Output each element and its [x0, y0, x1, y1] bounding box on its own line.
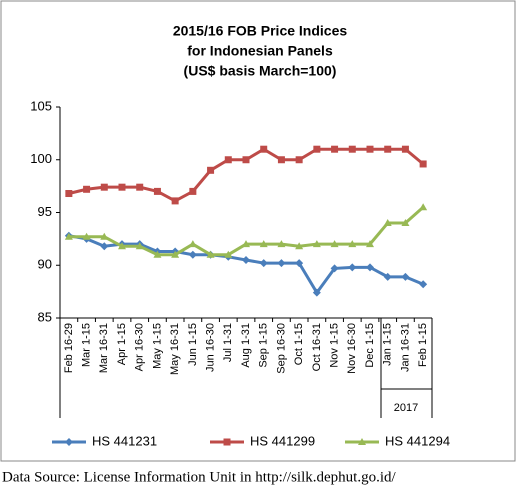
marker: [206, 250, 215, 258]
marker: [330, 264, 339, 273]
x-tick-label: Oct 1-15: [293, 323, 305, 365]
marker: [277, 240, 286, 248]
x-tick-label: Feb 16-29: [63, 323, 75, 373]
marker: [330, 240, 339, 248]
y-tick-label: 105: [30, 98, 52, 113]
x-tick-label: Dec 1-15: [364, 323, 376, 368]
x-tick-label: Sep 1-15: [258, 323, 270, 368]
marker: [312, 288, 321, 297]
marker: [188, 250, 197, 259]
marker: [383, 272, 392, 281]
legend-label: HS 441294: [385, 433, 450, 448]
marker: [224, 156, 232, 164]
x-tick-label: May 16-31: [169, 323, 181, 375]
marker: [224, 250, 233, 258]
marker: [295, 156, 303, 164]
x-tick-label: Jan 16-31: [399, 323, 411, 372]
chart-title: 2015/16 FOB Price Indices: [173, 23, 348, 39]
x-tick-label: Mar 16-31: [98, 323, 110, 373]
x-tick-label: Jul 1-31: [222, 323, 234, 362]
x-tick-label: Jun 16-30: [204, 323, 216, 372]
y-tick-label: 95: [38, 204, 52, 219]
marker: [135, 242, 144, 250]
marker: [153, 250, 162, 258]
marker: [401, 219, 410, 227]
marker: [419, 160, 427, 168]
marker: [100, 232, 109, 240]
chart-frame: [0, 0, 516, 462]
chart-title: (US$ basis March=100): [184, 63, 337, 79]
marker: [153, 187, 161, 195]
marker: [242, 255, 250, 264]
legend-label: HS 441231: [92, 433, 157, 448]
source: Data Source: License Information Unit in…: [2, 469, 397, 485]
x-tick-label: Apr 16-30: [134, 323, 146, 371]
marker: [277, 156, 285, 164]
marker: [366, 240, 374, 248]
y-tick-label: 90: [38, 257, 52, 272]
x-tick-label: Jun 1-15: [187, 323, 199, 366]
x-tick-label: Mar 1-15: [80, 323, 92, 367]
annotation: 2017: [394, 402, 418, 414]
marker: [419, 280, 428, 289]
marker: [242, 156, 250, 164]
marker: [295, 259, 304, 268]
x-tick-label: Nov 16-30: [346, 323, 358, 374]
x-tick-label: May 1-15: [151, 323, 163, 369]
marker: [277, 259, 286, 268]
chart-title: for Indonesian Panels: [187, 43, 333, 59]
marker: [207, 166, 215, 174]
marker: [242, 240, 250, 248]
marker: [223, 438, 231, 446]
marker: [171, 197, 179, 205]
marker: [313, 145, 321, 153]
marker: [65, 438, 73, 446]
y-tick-label: 100: [30, 151, 52, 166]
marker: [171, 250, 180, 258]
x-tick-label: Apr 1-15: [116, 323, 128, 365]
category-frame: [59, 318, 433, 418]
marker: [295, 242, 304, 250]
marker: [384, 145, 392, 153]
x-tick-label: Jan 1-15: [382, 323, 394, 366]
marker: [401, 272, 410, 281]
x-tick-label: Oct 16-31: [311, 323, 323, 371]
marker: [358, 438, 366, 445]
legend-label: HS 441299: [250, 433, 315, 448]
x-tick-label: Feb 1-15: [417, 323, 429, 367]
marker: [189, 187, 197, 195]
marker: [366, 145, 374, 153]
marker: [188, 240, 197, 248]
marker: [100, 242, 109, 251]
marker: [83, 185, 91, 193]
marker: [331, 145, 339, 153]
marker: [348, 240, 357, 248]
marker: [260, 145, 268, 153]
marker: [348, 145, 356, 153]
x-tick-label: Sep 16-30: [275, 323, 287, 374]
marker: [65, 190, 73, 198]
x-tick-label: Aug 1-31: [240, 323, 252, 368]
marker: [348, 263, 357, 272]
marker: [118, 242, 126, 250]
marker: [100, 183, 108, 191]
marker: [136, 183, 144, 191]
marker: [259, 240, 268, 248]
marker: [312, 240, 321, 248]
marker: [118, 183, 126, 191]
marker: [383, 219, 392, 227]
x-tick-label: Nov 1-15: [328, 323, 340, 368]
marker: [419, 203, 428, 211]
y-tick-label: 85: [38, 309, 52, 324]
marker: [366, 263, 374, 272]
marker: [82, 232, 91, 240]
marker: [401, 145, 409, 153]
marker: [259, 259, 268, 268]
marker: [64, 232, 73, 240]
